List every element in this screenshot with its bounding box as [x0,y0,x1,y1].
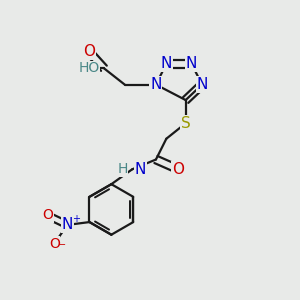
Text: −: − [58,240,66,250]
Text: N: N [161,56,172,71]
Text: S: S [181,116,190,131]
Text: N: N [196,77,208,92]
Text: O: O [42,208,53,222]
Text: O: O [49,237,60,250]
Text: +: + [72,214,80,224]
Text: O: O [172,162,184,177]
Text: N: N [134,162,146,177]
Text: HO: HO [78,61,100,75]
Text: N: N [150,77,162,92]
Text: H: H [117,162,128,176]
Text: N: N [186,56,197,71]
Text: O: O [83,44,95,59]
Text: N: N [62,218,73,232]
